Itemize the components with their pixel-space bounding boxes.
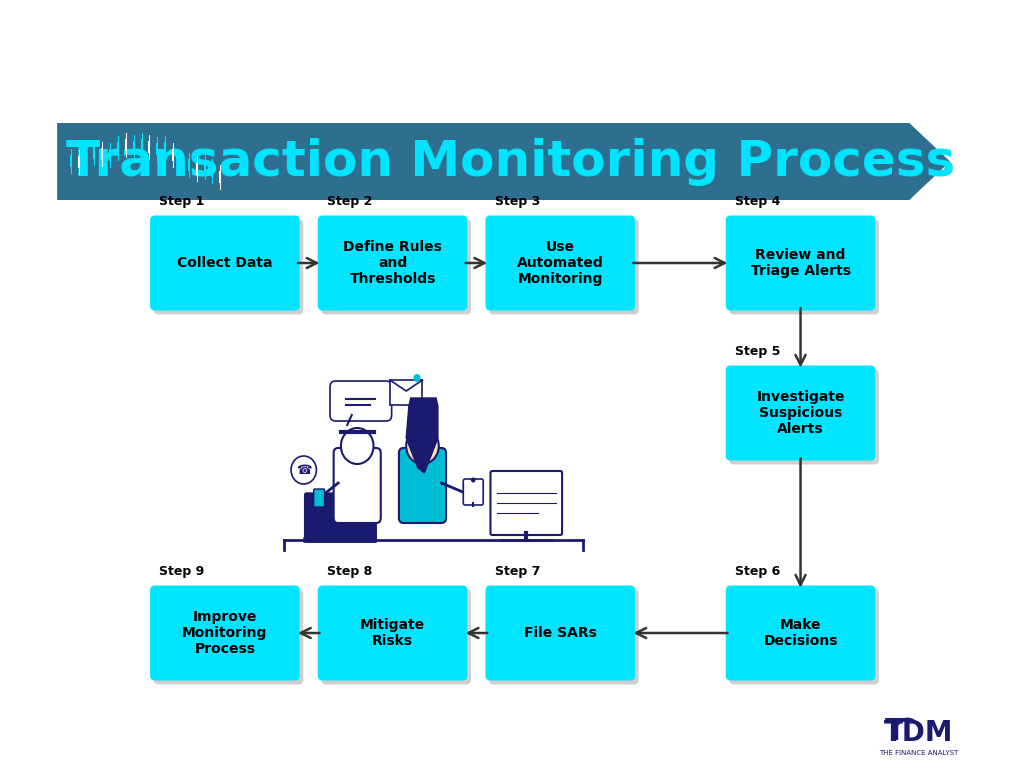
Polygon shape [407,398,438,473]
FancyBboxPatch shape [322,220,471,315]
Text: Investigate
Suspicious
Alerts: Investigate Suspicious Alerts [757,390,845,436]
FancyBboxPatch shape [154,590,303,684]
FancyBboxPatch shape [726,216,876,310]
Text: Step 5: Step 5 [735,346,780,359]
FancyBboxPatch shape [317,585,467,680]
Text: Collect Data: Collect Data [177,256,272,270]
FancyBboxPatch shape [399,448,446,523]
FancyBboxPatch shape [390,380,423,405]
FancyBboxPatch shape [729,369,879,465]
Text: T: T [885,717,905,746]
FancyBboxPatch shape [485,585,635,680]
Text: Step 9: Step 9 [159,565,205,578]
Circle shape [414,374,421,382]
Text: Step 7: Step 7 [495,565,540,578]
FancyBboxPatch shape [151,585,300,680]
Text: Transaction Monitoring Process: Transaction Monitoring Process [66,137,955,186]
Text: Use
Automated
Monitoring: Use Automated Monitoring [517,240,604,286]
Circle shape [291,456,316,484]
FancyBboxPatch shape [729,220,879,315]
FancyBboxPatch shape [490,471,562,535]
Text: THE FINANCE ANALYST: THE FINANCE ANALYST [879,750,958,756]
FancyBboxPatch shape [151,216,300,310]
Text: TDM: TDM [884,719,953,747]
FancyBboxPatch shape [330,381,391,421]
FancyBboxPatch shape [463,479,483,505]
Text: Step 2: Step 2 [327,196,372,208]
FancyBboxPatch shape [726,366,876,461]
Circle shape [471,478,475,482]
Text: Step 3: Step 3 [495,196,540,208]
Text: Define Rules
and
Thresholds: Define Rules and Thresholds [343,240,442,286]
FancyBboxPatch shape [304,493,376,542]
Circle shape [407,428,439,464]
FancyBboxPatch shape [485,216,635,310]
Text: Step 8: Step 8 [327,565,372,578]
FancyBboxPatch shape [726,585,876,680]
Text: Step 4: Step 4 [735,196,780,208]
Polygon shape [57,123,950,200]
Text: ☎: ☎ [296,464,311,476]
FancyBboxPatch shape [489,590,639,684]
FancyBboxPatch shape [729,590,879,684]
Text: Mitigate
Risks: Mitigate Risks [360,618,425,648]
Circle shape [341,428,374,464]
Text: File SARs: File SARs [524,626,597,640]
Text: Improve
Monitoring
Process: Improve Monitoring Process [182,610,267,656]
Text: Make
Decisions: Make Decisions [763,618,838,648]
Text: Step 1: Step 1 [159,196,205,208]
FancyBboxPatch shape [317,216,467,310]
FancyBboxPatch shape [313,489,325,507]
FancyBboxPatch shape [154,220,303,315]
FancyBboxPatch shape [334,448,381,523]
FancyBboxPatch shape [322,590,471,684]
Text: Review and
Triage Alerts: Review and Triage Alerts [751,248,851,278]
Text: Step 6: Step 6 [735,565,780,578]
FancyBboxPatch shape [489,220,639,315]
